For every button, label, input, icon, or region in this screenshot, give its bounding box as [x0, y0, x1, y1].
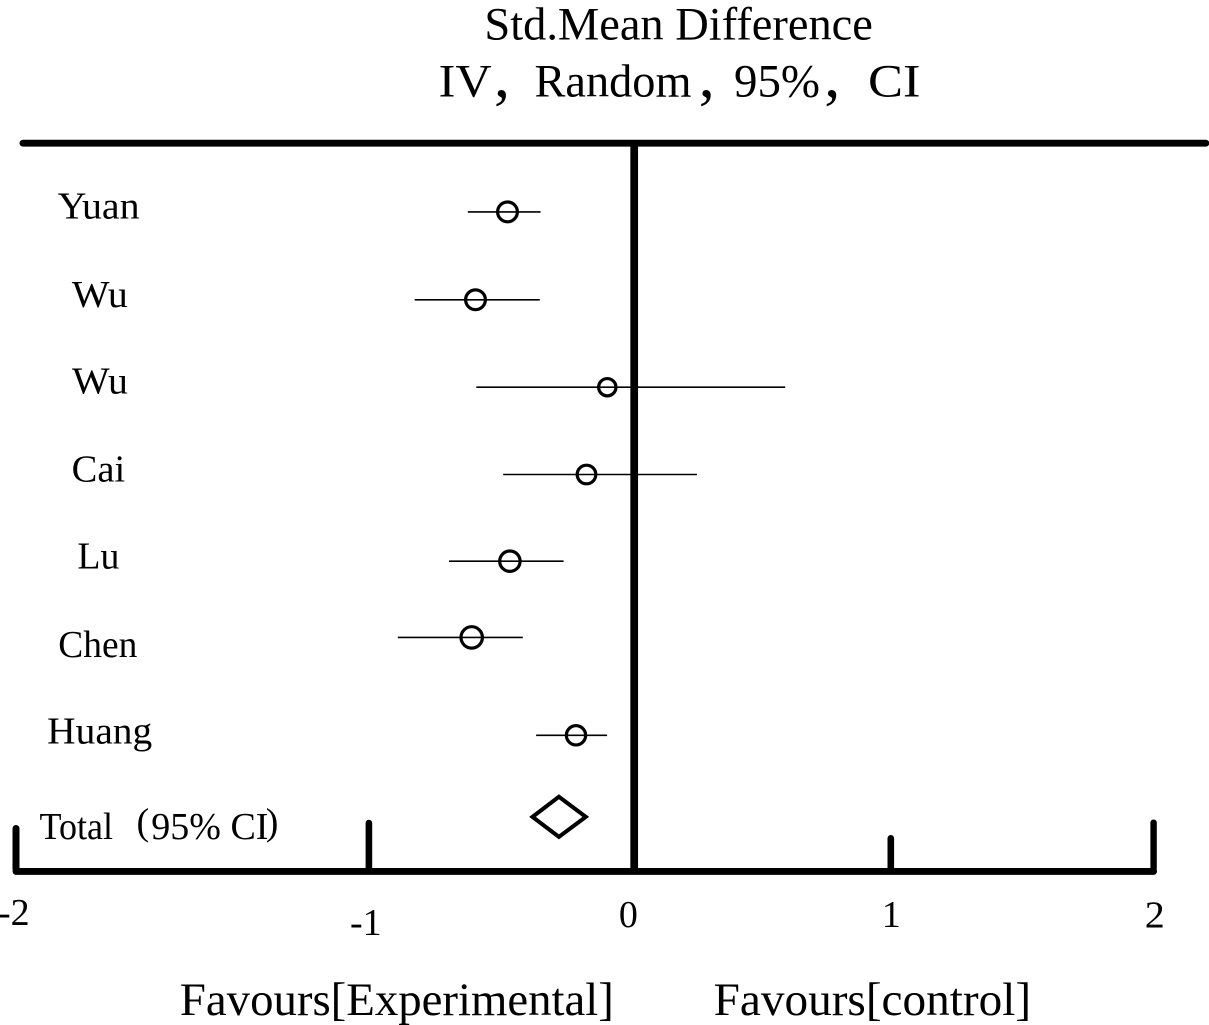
svg-text:(: ( — [137, 802, 150, 844]
svg-text:1: 1 — [882, 894, 901, 936]
svg-text:Total: Total — [40, 806, 114, 848]
svg-text:,: , — [494, 39, 510, 110]
svg-text:Wu: Wu — [72, 274, 128, 316]
svg-text:Chen: Chen — [58, 624, 137, 666]
svg-text:Wu: Wu — [72, 361, 128, 403]
svg-text:-2: -2 — [0, 892, 30, 934]
svg-text:): ) — [266, 802, 279, 844]
svg-text:Cai: Cai — [72, 449, 126, 491]
svg-text:,: , — [699, 39, 715, 110]
svg-text:-1: -1 — [350, 902, 382, 944]
svg-text:Random: Random — [535, 56, 692, 107]
svg-text:0: 0 — [619, 894, 638, 936]
svg-text:CI: CI — [868, 56, 921, 107]
svg-text:Yuan: Yuan — [58, 186, 140, 228]
svg-text:2: 2 — [1145, 894, 1165, 936]
svg-text:Favours[Experimental]: Favours[Experimental] — [180, 975, 614, 1025]
svg-text:Huang: Huang — [47, 711, 152, 753]
svg-text:,: , — [824, 39, 840, 110]
svg-text:Lu: Lu — [77, 536, 119, 578]
svg-text:Favours[control]: Favours[control] — [714, 975, 1032, 1025]
svg-text:95% CI: 95% CI — [151, 806, 268, 848]
svg-text:95%: 95% — [734, 56, 820, 107]
svg-text:Std.Mean Difference: Std.Mean Difference — [484, 0, 873, 51]
svg-text:IV: IV — [439, 56, 492, 107]
